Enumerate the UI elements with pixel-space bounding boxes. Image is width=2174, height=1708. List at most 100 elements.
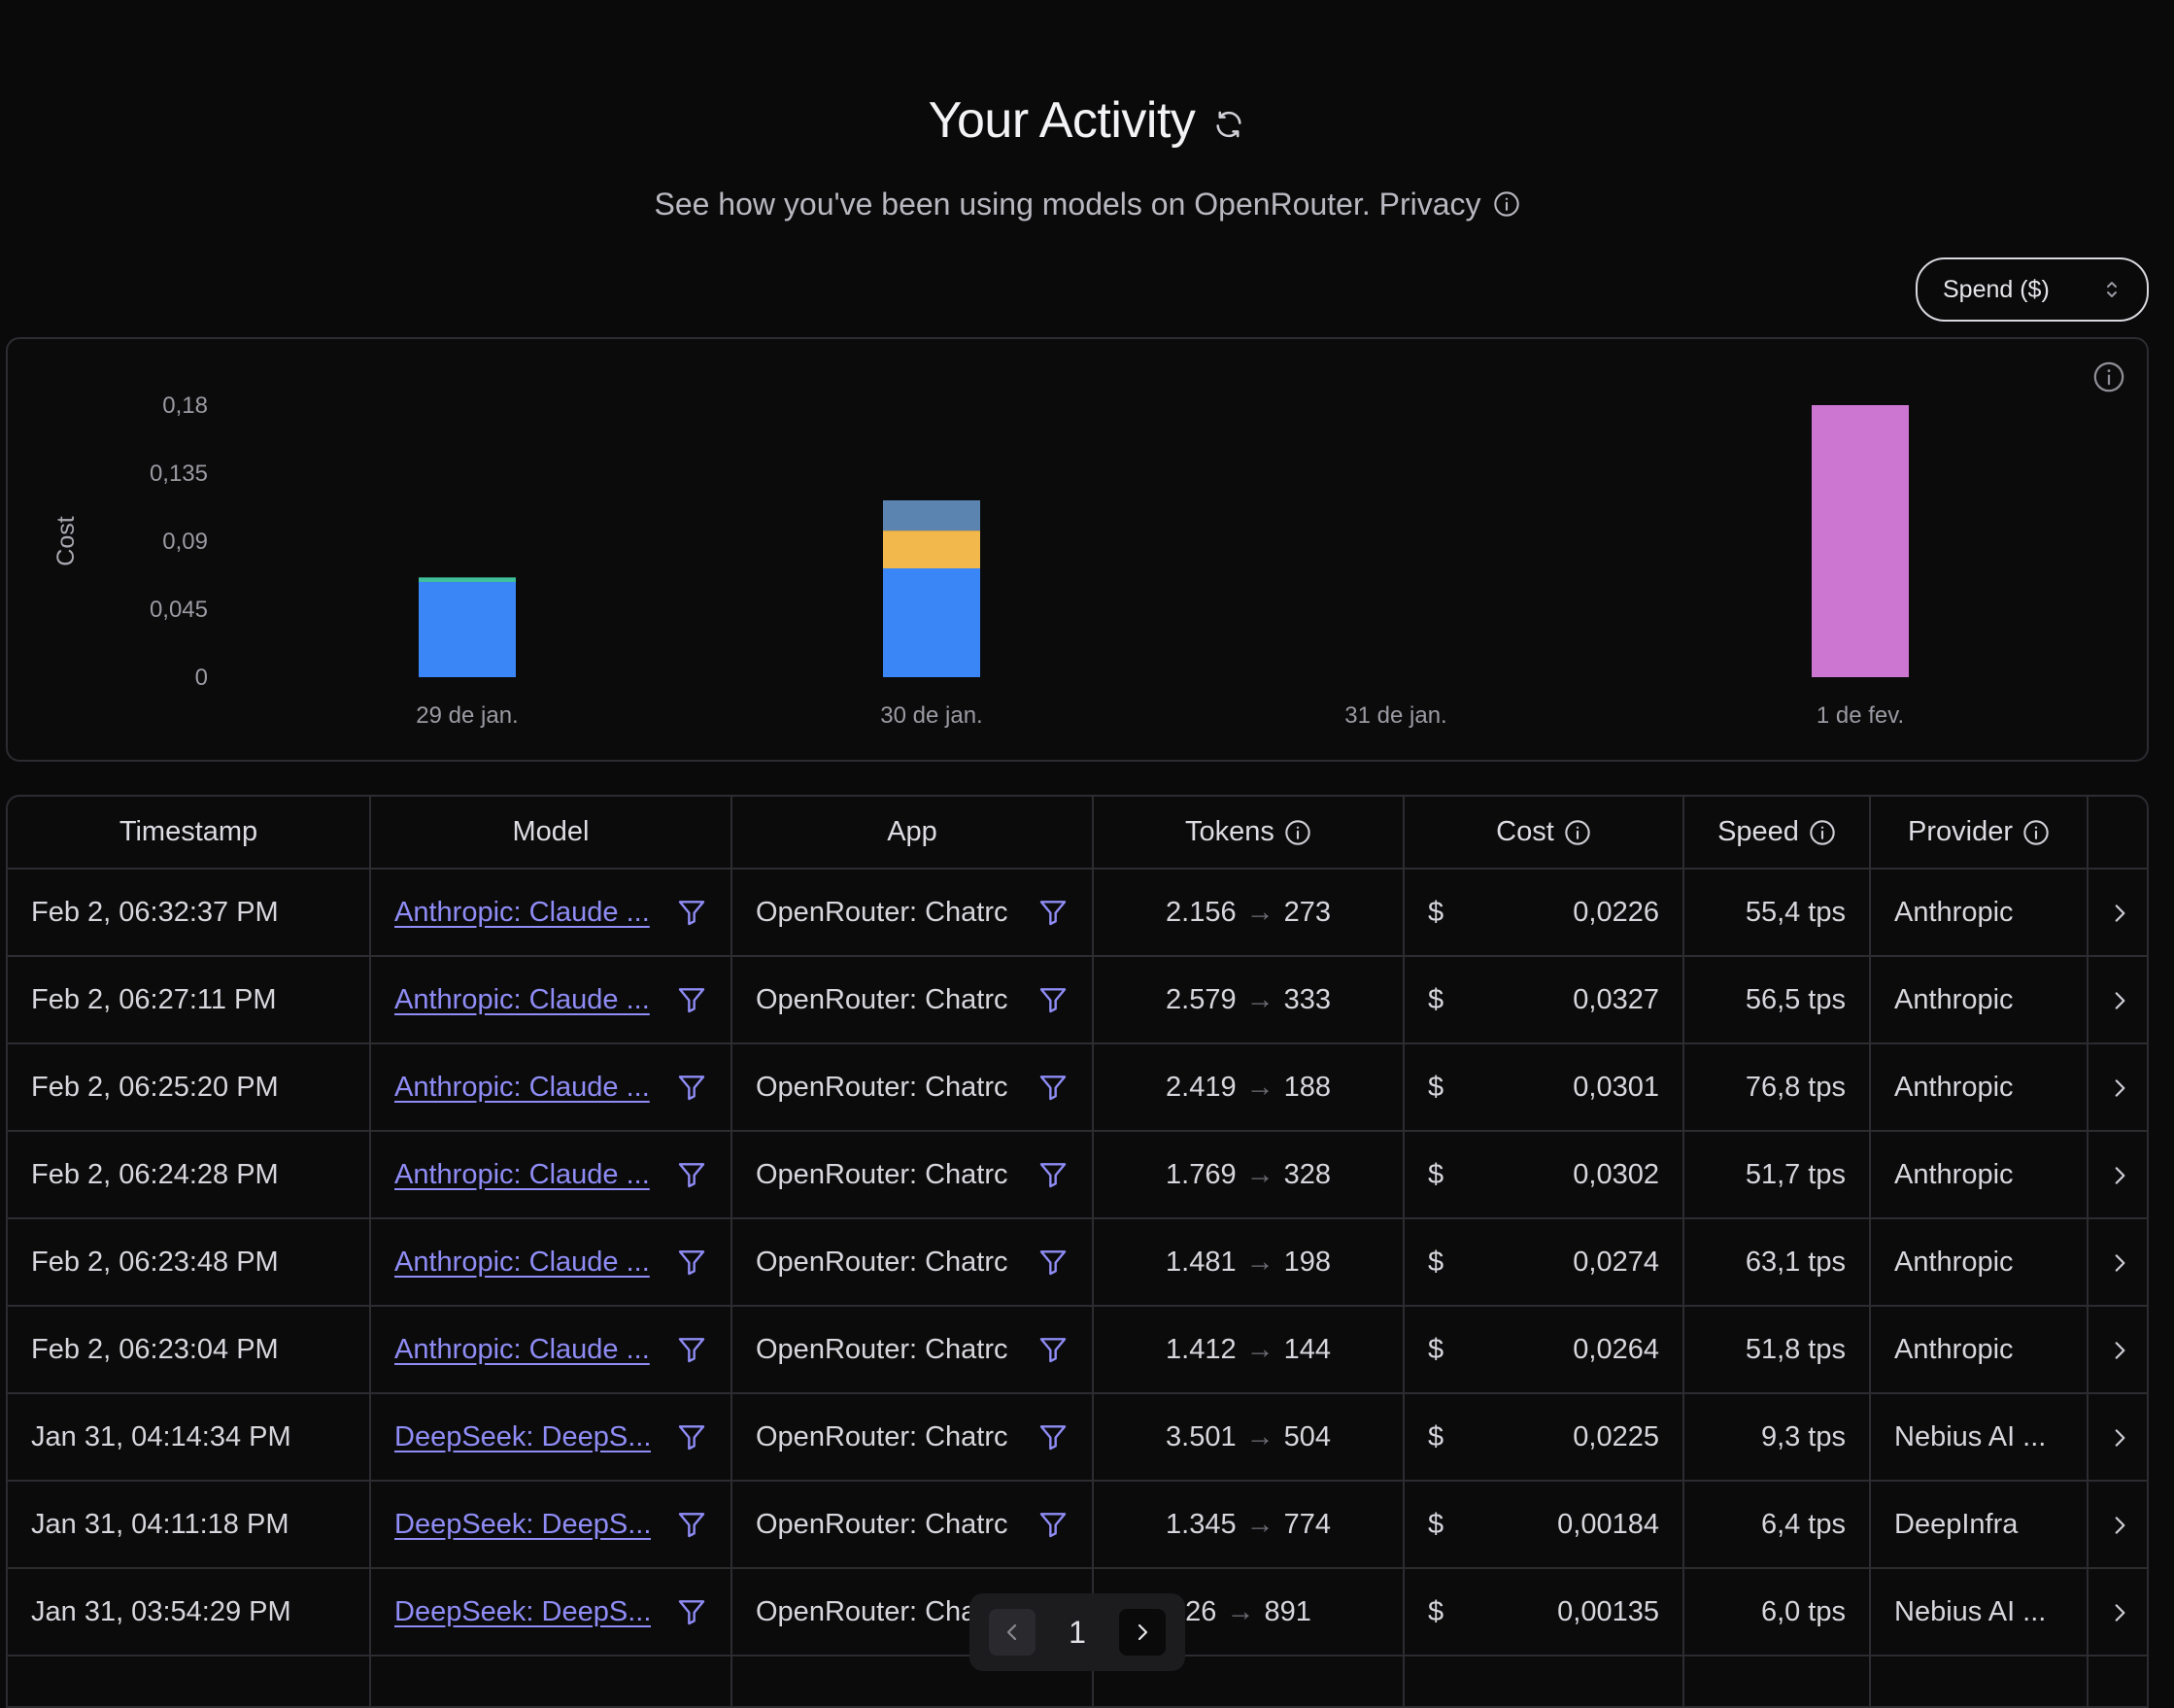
prev-page-button[interactable] bbox=[989, 1609, 1036, 1656]
x-tick-label: 29 de jan. bbox=[416, 702, 518, 729]
row-expand-button[interactable] bbox=[2088, 1306, 2147, 1394]
arrow-right-icon: → bbox=[1245, 1071, 1274, 1103]
filter-icon[interactable] bbox=[676, 1509, 707, 1540]
filter-icon[interactable] bbox=[676, 1596, 707, 1627]
filter-icon[interactable] bbox=[1037, 1159, 1069, 1190]
table-header-row: Timestamp Model App Tokens Cost Speed Pr… bbox=[8, 797, 2147, 870]
model-link[interactable]: Anthropic: Claude ... bbox=[394, 1333, 650, 1365]
cell-provider: Nebius AI ... bbox=[1870, 1393, 2089, 1482]
tokens-out: 273 bbox=[1283, 896, 1331, 928]
app-name: OpenRouter: Cha bbox=[756, 1595, 977, 1627]
tokens-in: 1.345 bbox=[1166, 1508, 1237, 1540]
info-icon[interactable] bbox=[1493, 190, 1520, 218]
filter-icon[interactable] bbox=[1037, 1334, 1069, 1365]
row-expand-button[interactable] bbox=[2088, 1568, 2147, 1657]
row-expand-button[interactable] bbox=[2088, 1131, 2147, 1219]
table-row[interactable]: Jan 31, 04:14:34 PM DeepSeek: DeepS... Ope… bbox=[8, 1393, 2147, 1482]
chart-bar bbox=[419, 577, 516, 582]
tokens-out: 144 bbox=[1283, 1333, 1331, 1365]
cell-provider: Anthropic bbox=[1870, 1043, 2089, 1132]
filter-icon[interactable] bbox=[676, 1421, 707, 1452]
filter-icon[interactable] bbox=[676, 897, 707, 928]
filter-icon[interactable] bbox=[1037, 984, 1069, 1015]
row-expand-button[interactable] bbox=[2088, 1393, 2147, 1482]
row-expand-button[interactable] bbox=[2088, 1218, 2147, 1307]
table-row[interactable]: Jan 31, 04:11:18 PM DeepSeek: DeepS... Ope… bbox=[8, 1481, 2147, 1569]
tokens-in: 2.579 bbox=[1166, 983, 1237, 1015]
table-row[interactable]: Feb 2, 06:23:04 PM Anthropic: Claude ... O… bbox=[8, 1306, 2147, 1394]
filter-icon[interactable] bbox=[1037, 1421, 1069, 1452]
col-tokens[interactable]: Tokens bbox=[1093, 797, 1405, 870]
table-row[interactable]: Feb 2, 06:27:11 PM Anthropic: Claude ... O… bbox=[8, 956, 2147, 1044]
cell-model bbox=[370, 1656, 732, 1706]
cost-value: 0,0302 bbox=[1573, 1158, 1659, 1190]
col-cost[interactable]: Cost bbox=[1404, 797, 1684, 870]
model-link[interactable]: DeepSeek: DeepS... bbox=[394, 1595, 652, 1627]
chevron-right-icon bbox=[2115, 1167, 2125, 1184]
cost-currency: $ bbox=[1428, 1420, 1444, 1452]
cell-cost: $0,0301 bbox=[1404, 1043, 1684, 1132]
filter-icon[interactable] bbox=[676, 1159, 707, 1190]
model-link[interactable]: DeepSeek: DeepS... bbox=[394, 1508, 652, 1540]
row-expand-button[interactable] bbox=[2088, 1481, 2147, 1569]
model-link[interactable]: Anthropic: Claude ... bbox=[394, 896, 650, 928]
filter-icon[interactable] bbox=[676, 1072, 707, 1103]
filter-icon[interactable] bbox=[1037, 1509, 1069, 1540]
cell-timestamp: Feb 2, 06:32:37 PM bbox=[8, 869, 371, 957]
row-expand-button[interactable] bbox=[2088, 1656, 2147, 1706]
table-row[interactable]: Feb 2, 06:23:48 PM Anthropic: Claude ... O… bbox=[8, 1218, 2147, 1307]
col-timestamp[interactable]: Timestamp bbox=[8, 797, 371, 870]
cell-model: DeepSeek: DeepS... bbox=[370, 1568, 732, 1657]
cell-speed: 55,4 tps bbox=[1683, 869, 1871, 957]
refresh-icon[interactable] bbox=[1212, 108, 1245, 141]
cell-tokens: 2.419 → 188 bbox=[1093, 1043, 1405, 1132]
model-link[interactable]: DeepSeek: DeepS... bbox=[394, 1420, 652, 1452]
chevron-right-icon bbox=[2115, 1604, 2125, 1622]
tokens-out: 774 bbox=[1283, 1508, 1331, 1540]
page-subtitle: See how you've been using models on Open… bbox=[654, 186, 1481, 222]
chart-info-icon[interactable] bbox=[2092, 360, 2125, 393]
row-expand-button[interactable] bbox=[2088, 1043, 2147, 1132]
cell-model: DeepSeek: DeepS... bbox=[370, 1393, 732, 1482]
row-expand-button[interactable] bbox=[2088, 956, 2147, 1044]
info-icon[interactable] bbox=[1809, 819, 1836, 846]
cell-timestamp bbox=[8, 1656, 371, 1706]
next-page-button[interactable] bbox=[1118, 1609, 1166, 1656]
filter-icon[interactable] bbox=[676, 1247, 707, 1278]
tokens-in: 3.501 bbox=[1166, 1420, 1237, 1452]
metric-select[interactable]: Spend ($) bbox=[1916, 257, 2149, 322]
model-link[interactable]: Anthropic: Claude ... bbox=[394, 1246, 650, 1278]
filter-icon[interactable] bbox=[1037, 897, 1069, 928]
col-model[interactable]: Model bbox=[370, 797, 732, 870]
tokens-out: 188 bbox=[1283, 1071, 1331, 1103]
chevron-right-icon bbox=[2115, 1517, 2125, 1534]
filter-icon[interactable] bbox=[1037, 1072, 1069, 1103]
col-app[interactable]: App bbox=[731, 797, 1094, 870]
table-row[interactable]: Feb 2, 06:25:20 PM Anthropic: Claude ... O… bbox=[8, 1043, 2147, 1132]
cell-app: OpenRouter: Chatrc bbox=[731, 1481, 1094, 1569]
model-link[interactable]: Anthropic: Claude ... bbox=[394, 1071, 650, 1103]
table-row[interactable]: Feb 2, 06:32:37 PM Anthropic: Claude ... O… bbox=[8, 869, 2147, 957]
model-link[interactable]: Anthropic: Claude ... bbox=[394, 1158, 650, 1190]
info-icon[interactable] bbox=[2022, 819, 2050, 846]
filter-icon[interactable] bbox=[1037, 1247, 1069, 1278]
app-name: OpenRouter: Chatrc bbox=[756, 1158, 1008, 1190]
row-expand-button[interactable] bbox=[2088, 869, 2147, 957]
tokens-out: 333 bbox=[1283, 983, 1331, 1015]
table-row[interactable]: Feb 2, 06:24:28 PM Anthropic: Claude ... O… bbox=[8, 1131, 2147, 1219]
col-provider[interactable]: Provider bbox=[1870, 797, 2089, 870]
cell-model: Anthropic: Claude ... bbox=[370, 1218, 732, 1307]
info-icon[interactable] bbox=[1564, 819, 1591, 846]
col-speed[interactable]: Speed bbox=[1683, 797, 1871, 870]
x-tick-label: 30 de jan. bbox=[880, 702, 982, 729]
cell-provider bbox=[1870, 1656, 2089, 1706]
model-link[interactable]: Anthropic: Claude ... bbox=[394, 983, 650, 1015]
cost-value: 0,00135 bbox=[1557, 1595, 1659, 1627]
filter-icon[interactable] bbox=[676, 1334, 707, 1365]
col-expand bbox=[2088, 797, 2147, 870]
table-row[interactable]: Jan 31, 03:54:29 PM DeepSeek: DeepS... Ope… bbox=[8, 1568, 2147, 1657]
info-icon[interactable] bbox=[1284, 819, 1311, 846]
cell-tokens: 1.412 → 144 bbox=[1093, 1306, 1405, 1394]
cell-speed: 6,4 tps bbox=[1683, 1481, 1871, 1569]
filter-icon[interactable] bbox=[676, 984, 707, 1015]
